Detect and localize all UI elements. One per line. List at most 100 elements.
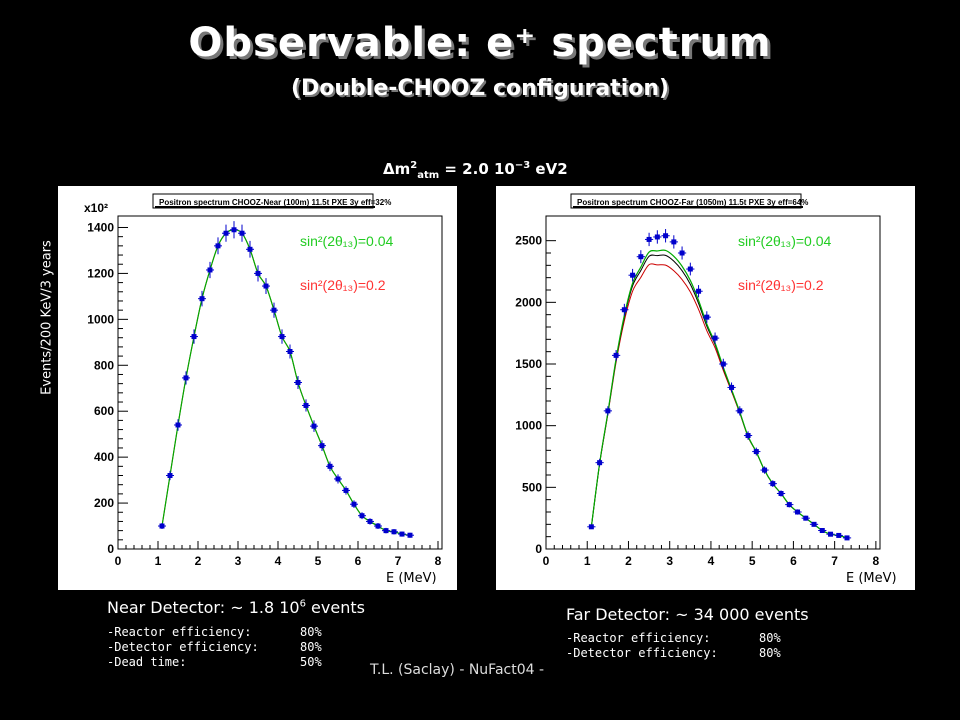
data-point [720, 361, 726, 367]
data-point [712, 335, 718, 341]
x-tick-label: 0 [543, 554, 550, 568]
data-point [704, 314, 710, 320]
data-point [327, 463, 333, 469]
data-point [687, 266, 693, 272]
near-row: -Dead time: 50% [107, 655, 322, 670]
data-point [271, 307, 277, 313]
data-point [811, 521, 817, 527]
data-point [287, 348, 293, 354]
y-tick-label: 2000 [515, 295, 542, 309]
data-point [786, 502, 792, 508]
footer-credit: T.L. (Saclay) - NuFact04 - [370, 662, 545, 678]
dm2-unit: eV2 [530, 160, 568, 178]
far-row-label: -Reactor efficiency: [566, 631, 711, 645]
x-tick-label: 8 [435, 554, 442, 568]
y-tick-label: 400 [94, 450, 114, 464]
data-point [351, 501, 357, 507]
data-point [737, 408, 743, 414]
data-point [303, 402, 309, 408]
data-point [215, 243, 221, 249]
data-point [311, 423, 317, 429]
dm2-sup: 2 [410, 160, 418, 171]
data-point [191, 334, 197, 340]
plot-frame [117, 215, 443, 550]
near-headline-exp: 6 [299, 598, 306, 610]
dm2-exp: −3 [514, 160, 531, 171]
data-point [407, 532, 413, 538]
data-point [753, 449, 759, 455]
y-tick-label: 2500 [515, 234, 542, 248]
data-point [671, 239, 677, 245]
x-tick-label: 4 [275, 554, 282, 568]
data-point [231, 227, 237, 233]
data-point [696, 288, 702, 294]
data-point [778, 491, 784, 496]
data-point [613, 352, 619, 358]
data-point [745, 433, 751, 439]
near-row-label: -Reactor efficiency: [107, 625, 252, 639]
data-point [729, 384, 735, 390]
far-row: -Reactor efficiency: 80% [566, 631, 781, 646]
x-tick-label: 3 [235, 554, 242, 568]
delta-m2-label: Δm2atm = 2.0 10−3 eV2 [383, 160, 568, 181]
slide-title: Observable: e⁺ spectrum [188, 20, 772, 66]
y-tick-label: 800 [94, 358, 114, 372]
data-point [391, 529, 397, 535]
x-tick-label: 7 [395, 554, 402, 568]
y-tick-label: 0 [535, 542, 542, 556]
far-detector-headline: Far Detector: ~ 34 000 events [566, 605, 809, 624]
x-tick-label: 1 [155, 554, 162, 568]
x-tick-label: 6 [790, 554, 797, 568]
y-tick-label: 1400 [87, 220, 114, 234]
data-point [375, 523, 381, 529]
x-tick-label: 4 [708, 554, 715, 568]
legend-entry: sin²(2θ₁₃)=0.04 [300, 233, 394, 249]
data-point [605, 408, 611, 414]
x-axis-label: E (MeV) [386, 571, 437, 586]
data-point [279, 334, 285, 340]
data-point [654, 234, 660, 240]
y-tick-label: 1000 [515, 419, 542, 433]
data-point [795, 509, 801, 515]
near-row-value: 80% [300, 625, 322, 639]
data-point [255, 270, 261, 276]
data-point [319, 443, 325, 449]
x-tick-label: 3 [666, 554, 673, 568]
near-row-label: -Detector efficiency: [107, 640, 259, 654]
x-axis-label: E (MeV) [846, 571, 897, 586]
data-point [819, 528, 825, 533]
dm2-prefix: Δm [383, 160, 411, 178]
near-detector-chart: Positron spectrum CHOOZ-Near (100m) 11.5… [58, 186, 457, 590]
data-point [295, 380, 301, 385]
x-tick-label: 2 [195, 554, 202, 568]
data-point [803, 515, 809, 521]
near-row-value: 80% [300, 640, 322, 654]
y-tick-label: 0 [107, 542, 114, 556]
legend-entry: sin²(2θ₁₃)=0.04 [738, 233, 832, 249]
data-point [335, 476, 341, 482]
dm2-value: = 2.0 10 [439, 160, 515, 178]
data-point [844, 535, 850, 541]
data-point [383, 528, 389, 534]
data-point [597, 460, 603, 466]
data-point [207, 267, 213, 273]
chart-title: Positron spectrum CHOOZ-Near (100m) 11.5… [159, 198, 391, 207]
data-point [159, 523, 165, 529]
far-detector-details: -Reactor efficiency: 80% -Detector efficie… [566, 631, 781, 661]
x-tick-label: 5 [749, 554, 756, 568]
near-headline-text: Near Detector: ~ 1.8 10 [107, 598, 300, 617]
data-point [223, 230, 229, 236]
data-point [175, 422, 181, 428]
chart-title-shadow [155, 206, 375, 208]
y-axis-label: Events/200 KeV/3 years [39, 240, 55, 395]
data-point [663, 233, 669, 239]
data-point [638, 254, 644, 260]
data-point [359, 513, 365, 519]
near-headline-suffix: events [305, 598, 365, 617]
near-row-label: -Dead time: [107, 655, 187, 669]
far-row-value: 80% [759, 646, 781, 660]
data-point [367, 518, 373, 524]
legend-entry: sin²(2θ₁₃)=0.2 [300, 277, 386, 293]
x-tick-label: 0 [115, 554, 122, 568]
y-tick-label: 1000 [87, 312, 114, 326]
